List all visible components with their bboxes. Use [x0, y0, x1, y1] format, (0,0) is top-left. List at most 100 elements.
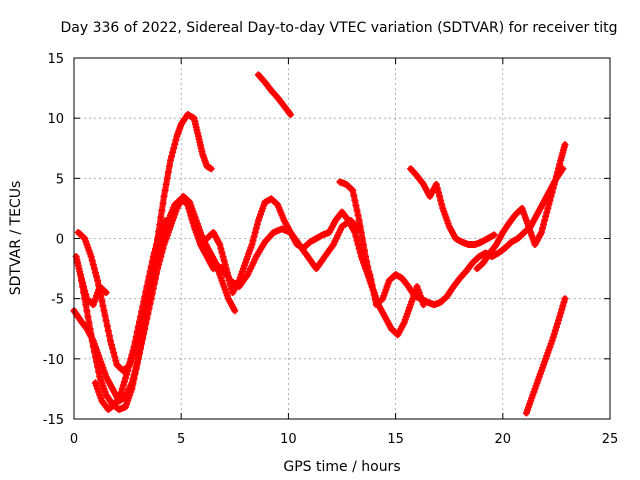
- data-point: [134, 323, 142, 331]
- data-point: [541, 216, 549, 224]
- data-point: [248, 241, 256, 249]
- data-point: [159, 199, 167, 207]
- series-11: [522, 295, 569, 417]
- data-point: [99, 302, 107, 310]
- data-point: [231, 307, 239, 315]
- data-point: [547, 192, 555, 200]
- data-point: [155, 261, 163, 269]
- data-point: [102, 289, 110, 297]
- data-point: [129, 347, 137, 355]
- data-point: [355, 216, 363, 224]
- data-point: [120, 378, 128, 386]
- data-point: [140, 330, 148, 338]
- data-point: [537, 228, 545, 236]
- data-point: [158, 249, 166, 257]
- data-point: [105, 332, 113, 340]
- chart-title: Day 336 of 2022, Sidereal Day-to-day VTE…: [61, 20, 618, 36]
- data-point: [552, 172, 560, 180]
- data-point: [548, 188, 556, 196]
- data-point: [362, 253, 370, 261]
- data-point: [128, 379, 136, 387]
- x-tick-label: 5: [177, 432, 185, 447]
- data-point: [94, 277, 102, 285]
- data-point: [207, 165, 215, 173]
- x-axis-label: GPS time / hours: [283, 459, 400, 475]
- data-point: [130, 343, 138, 351]
- data-point: [87, 253, 95, 261]
- data-point: [88, 257, 96, 265]
- series-12: [76, 271, 110, 309]
- data-point: [103, 322, 111, 330]
- data-point: [249, 237, 257, 245]
- data-point: [438, 200, 446, 208]
- data-point: [154, 237, 162, 245]
- data-point: [287, 111, 295, 119]
- data-point: [250, 232, 258, 240]
- data-point: [145, 273, 153, 281]
- data-point: [170, 144, 178, 152]
- x-tick-label: 0: [70, 432, 78, 447]
- data-point: [252, 224, 260, 232]
- data-point: [153, 241, 161, 249]
- data-point: [433, 184, 441, 192]
- data-point: [151, 245, 159, 253]
- series-3: [91, 216, 170, 413]
- data-point: [148, 258, 156, 266]
- data-point: [124, 367, 132, 375]
- data-point: [118, 385, 126, 393]
- data-point: [142, 320, 150, 328]
- y-tick-label: -10: [43, 353, 64, 368]
- data-point: [156, 257, 164, 265]
- data-point: [540, 220, 548, 228]
- data-point: [90, 265, 98, 273]
- data-point: [159, 245, 167, 253]
- data-point: [551, 327, 559, 335]
- data-point: [348, 185, 356, 193]
- series-10: [473, 141, 569, 273]
- data-point: [546, 196, 554, 204]
- data-point: [556, 313, 564, 321]
- data-point: [219, 253, 227, 261]
- x-tick-label: 10: [280, 432, 297, 447]
- data-point: [357, 228, 365, 236]
- data-point: [253, 220, 261, 228]
- series-2: [70, 192, 239, 405]
- data-point: [162, 216, 170, 224]
- data-point: [363, 258, 371, 266]
- data-point: [538, 224, 546, 232]
- data-point: [131, 367, 139, 375]
- data-point: [157, 253, 165, 261]
- data-point: [151, 275, 159, 283]
- data-point: [78, 275, 86, 283]
- data-point: [112, 357, 120, 365]
- series-7: [336, 178, 427, 339]
- series-6: [254, 71, 295, 119]
- data-point: [370, 291, 378, 299]
- data-point: [349, 186, 357, 194]
- y-tick-label: 5: [56, 172, 64, 187]
- data-point: [101, 288, 109, 296]
- data-point: [129, 375, 137, 383]
- data-point: [544, 204, 552, 212]
- data-point: [558, 305, 566, 313]
- data-point: [82, 301, 90, 309]
- data-point: [549, 184, 557, 192]
- data-point: [548, 337, 556, 345]
- tick-labels: 0 5 10 15 20 25 -15 -10 -5 0 5 10 15: [43, 52, 619, 447]
- data-point: [93, 273, 101, 281]
- data-point: [95, 368, 103, 376]
- data-point: [165, 162, 173, 170]
- data-point: [220, 257, 228, 265]
- data-point: [132, 363, 140, 371]
- data-point: [162, 180, 170, 188]
- data-point: [161, 186, 169, 194]
- data-point: [354, 211, 362, 219]
- data-point: [185, 197, 193, 205]
- data-point: [369, 286, 377, 294]
- data-point: [553, 168, 561, 176]
- data-point: [353, 237, 361, 245]
- data-point: [436, 192, 444, 200]
- data-point: [125, 363, 133, 371]
- y-tick-label: -15: [43, 413, 64, 428]
- data-point: [160, 192, 168, 200]
